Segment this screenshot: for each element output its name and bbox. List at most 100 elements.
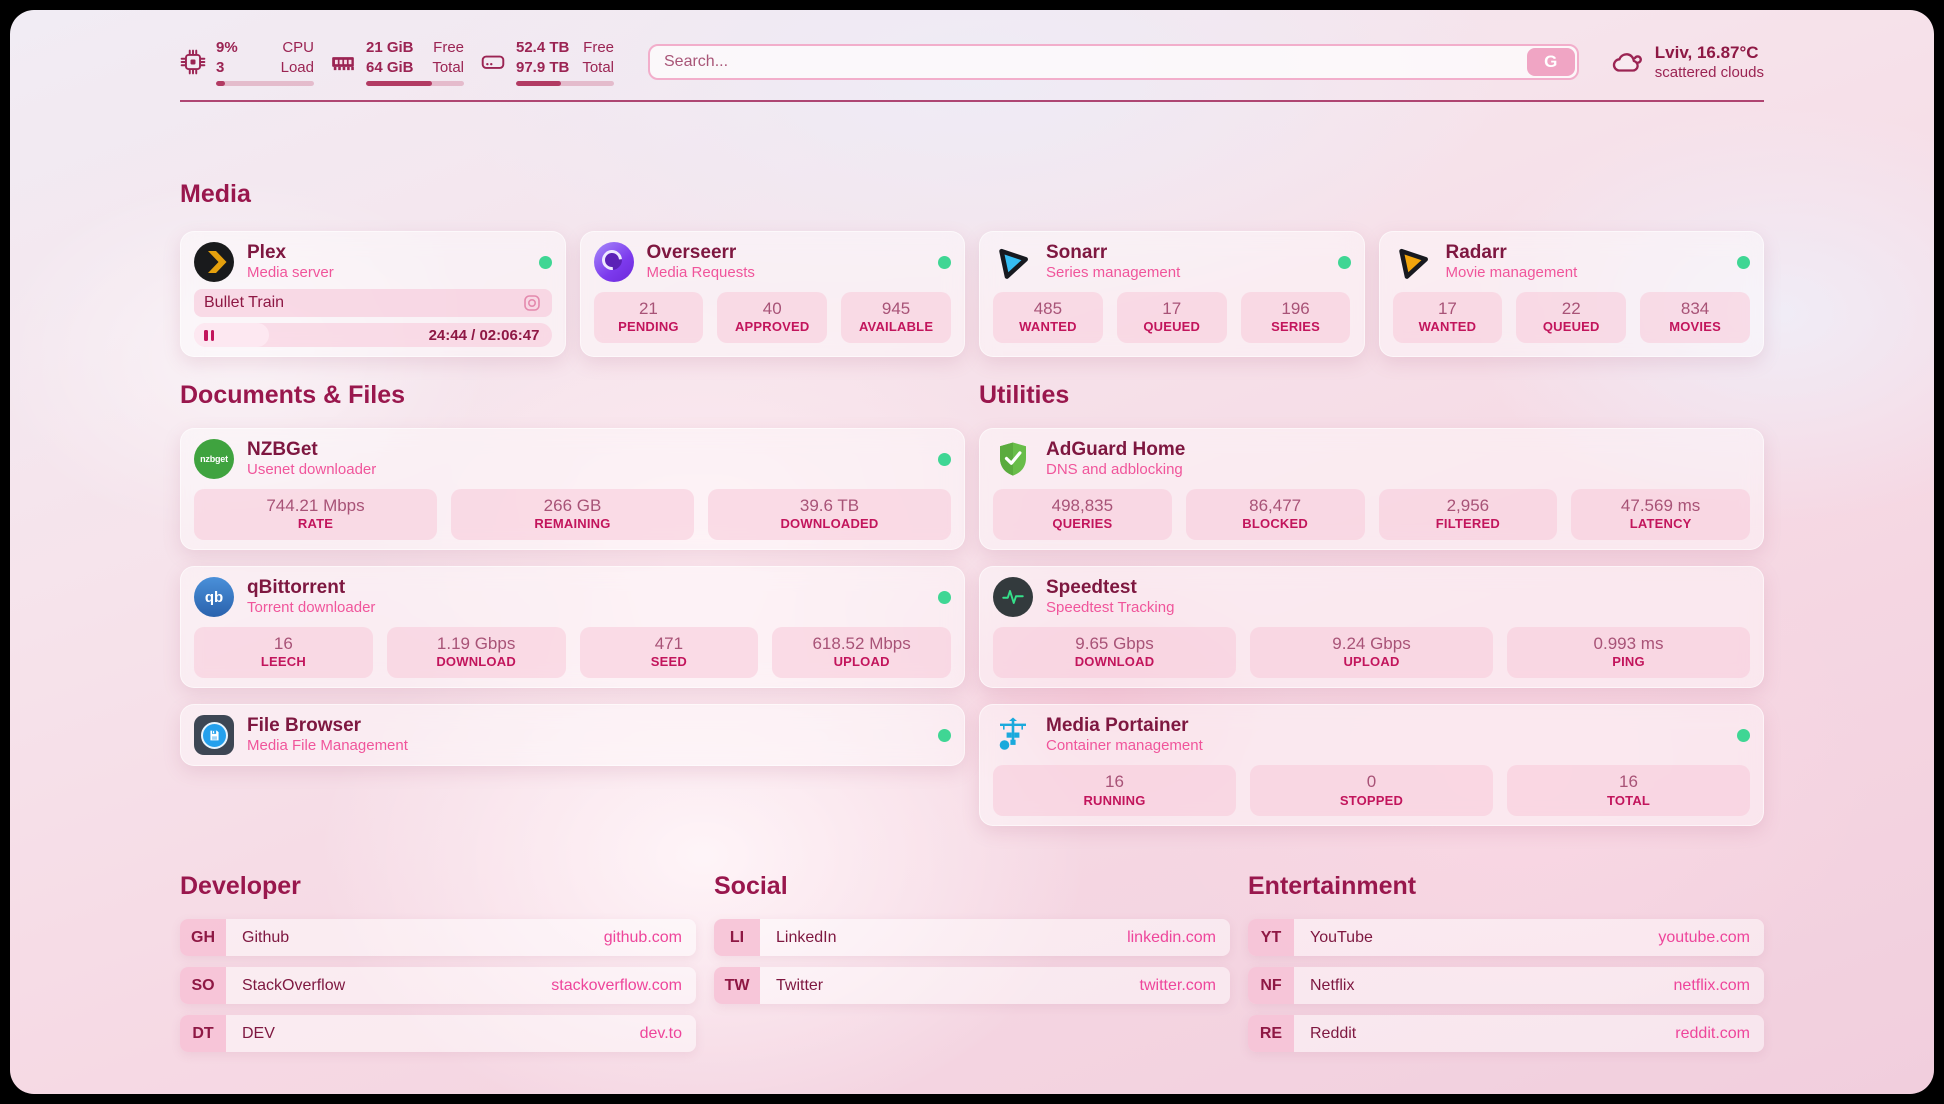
- memory-icon: [332, 57, 354, 71]
- disk-widget: 52.4 TB 97.9 TB Free Total: [480, 38, 614, 86]
- status-dot: [538, 255, 552, 269]
- bookmark-twitter[interactable]: TW Twitter twitter.com: [714, 967, 1230, 1005]
- overseerr-icon: [593, 242, 634, 282]
- service-description: Container management: [1046, 737, 1203, 755]
- stat-value: 16: [1619, 772, 1638, 792]
- stat-value: 266 GB: [543, 496, 602, 515]
- section-title-documents: Documents & Files: [180, 381, 406, 409]
- service-card-qbittorrent[interactable]: qb qBittorrent Torrent downloader 16: [180, 566, 965, 689]
- service-description: Media Requests: [646, 263, 755, 281]
- playback-progress-fill: [194, 323, 270, 347]
- stat-value: 498,835: [1051, 496, 1114, 515]
- bookmark-linkedin[interactable]: LI LinkedIn linkedin.com: [714, 919, 1230, 957]
- service-description: Media File Management: [247, 737, 408, 755]
- stat-block: 21 PENDING: [593, 292, 704, 344]
- stat-label: WANTED: [1418, 319, 1477, 335]
- radarr-icon: [1398, 248, 1428, 279]
- stat-value: 196: [1281, 299, 1310, 318]
- dashboard-page: 9% 3 CPU Load: [10, 10, 1934, 1094]
- stat-value: 1.19 Gbps: [436, 634, 516, 654]
- bookmark-abbr: NF: [1248, 967, 1294, 1005]
- status-dot: [938, 452, 951, 466]
- bookmark-dev[interactable]: DT DEV dev.to: [180, 1015, 696, 1053]
- stat-label: SEED: [650, 654, 687, 670]
- memory-free-value: 21 GiB: [366, 39, 414, 56]
- stat-block: 744.21 Mbps RATE: [194, 489, 437, 541]
- disk-progress-fill: [516, 81, 562, 86]
- memory-total-label: Total: [432, 58, 464, 76]
- bookmark-group-developer: Developer GH Github github.com SO StackO…: [180, 872, 696, 1053]
- cpu-progress-fill: [216, 81, 225, 86]
- service-card-overseerr[interactable]: Overseerr Media Requests 21 PENDING 40 A…: [579, 231, 965, 357]
- bookmark-url: youtube.com: [1658, 928, 1750, 946]
- cpu-progress-bar: [216, 81, 314, 86]
- service-description: Speedtest Tracking: [1046, 599, 1175, 617]
- stat-block: 945 AVAILABLE: [841, 292, 951, 344]
- bookmark-url: stackoverflow.com: [551, 976, 682, 994]
- nzbget-icon: nzbget: [194, 439, 234, 479]
- stat-block: 17 QUEUED: [1116, 292, 1227, 344]
- bookmark-github[interactable]: GH Github github.com: [180, 919, 696, 957]
- bookmark-stackoverflow[interactable]: SO StackOverflow stackoverflow.com: [180, 967, 696, 1005]
- service-card-radarr[interactable]: Radarr Movie management 17 WANTED 22 QUE…: [1378, 231, 1764, 357]
- stat-label: RUNNING: [1083, 792, 1146, 808]
- cpu-icon: [180, 49, 206, 75]
- bookmark-abbr: GH: [180, 919, 226, 957]
- stat-label: LEECH: [260, 654, 306, 670]
- section-documents: Documents & Files nzbget NZBGet Usenet d…: [180, 381, 965, 767]
- service-card-portainer[interactable]: Media Portainer Container management 16 …: [979, 704, 1764, 827]
- bookmark-url: dev.to: [639, 1024, 682, 1042]
- bookmark-abbr: DT: [180, 1015, 226, 1053]
- stat-block: 1.19 Gbps DOWNLOAD: [386, 627, 566, 679]
- stat-block: 0.993 ms PING: [1507, 627, 1750, 679]
- stat-label: REMAINING: [534, 516, 611, 532]
- bookmark-reddit[interactable]: RE Reddit reddit.com: [1248, 1015, 1764, 1053]
- stat-block: 9.24 Gbps UPLOAD: [1250, 627, 1493, 679]
- memory-progress-fill: [366, 81, 432, 86]
- service-card-sonarr[interactable]: Sonarr Series management 485 WANTED 17 Q…: [979, 231, 1365, 357]
- service-card-adguard[interactable]: AdGuard Home DNS and adblocking 498,835 …: [979, 428, 1764, 551]
- stat-value: 86,477: [1249, 496, 1302, 515]
- now-playing-view-icon[interactable]: [522, 293, 542, 313]
- stat-value: 471: [654, 634, 684, 654]
- bookmark-url: github.com: [603, 928, 682, 946]
- stat-label: UPLOAD: [833, 654, 890, 670]
- status-dot: [1737, 255, 1750, 269]
- stat-block: 834 MOVIES: [1640, 292, 1750, 344]
- search-bar: G: [648, 44, 1579, 80]
- now-playing-title: Bullet Train: [204, 294, 285, 311]
- stat-block: 16 LEECH: [194, 627, 373, 679]
- stat-value: 485: [1033, 299, 1063, 318]
- weather-widget: Lviv, 16.87°C scattered clouds: [1609, 43, 1764, 81]
- bookmark-netflix[interactable]: NF Netflix netflix.com: [1248, 967, 1764, 1005]
- stat-label: BLOCKED: [1242, 516, 1308, 532]
- service-card-nzbget[interactable]: nzbget NZBGet Usenet downloader 744.21 M…: [180, 428, 965, 551]
- service-card-plex[interactable]: Plex Media server Bullet Train: [180, 231, 566, 357]
- bookmark-name: YouTube: [1310, 928, 1373, 946]
- service-card-speedtest[interactable]: Speedtest Speedtest Tracking 9.65 Gbps D…: [979, 566, 1764, 689]
- section-media: Media Plex Media server: [180, 180, 1764, 357]
- playback-time: 24:44 / 02:06:47: [428, 326, 540, 344]
- service-name: Plex: [247, 242, 287, 264]
- stat-block: 0 STOPPED: [1250, 765, 1493, 817]
- search-input[interactable]: [648, 44, 1579, 80]
- header-divider: [180, 100, 1764, 102]
- bookmark-youtube[interactable]: YT YouTube youtube.com: [1248, 919, 1764, 957]
- service-name: Media Portainer: [1046, 715, 1189, 737]
- stat-label: APPROVED: [734, 319, 810, 335]
- speedtest-icon: [993, 577, 1033, 618]
- stat-value: 945: [881, 299, 911, 318]
- disk-progress-bar: [516, 81, 614, 86]
- service-card-filebrowser[interactable]: File Browser Media File Management: [180, 704, 965, 767]
- stat-label: UPLOAD: [1343, 654, 1400, 670]
- service-name: Speedtest: [1046, 577, 1137, 599]
- search-engine-button[interactable]: G: [1526, 48, 1575, 76]
- now-playing-bar: Bullet Train: [194, 289, 552, 317]
- bookmark-name: StackOverflow: [242, 976, 346, 994]
- section-title-entertainment: Entertainment: [1248, 872, 1417, 901]
- stat-value: 744.21 Mbps: [266, 496, 365, 515]
- service-name: File Browser: [247, 715, 362, 737]
- bookmark-url: reddit.com: [1675, 1024, 1750, 1042]
- stat-value: 21: [638, 299, 658, 318]
- bookmark-url: netflix.com: [1673, 976, 1750, 994]
